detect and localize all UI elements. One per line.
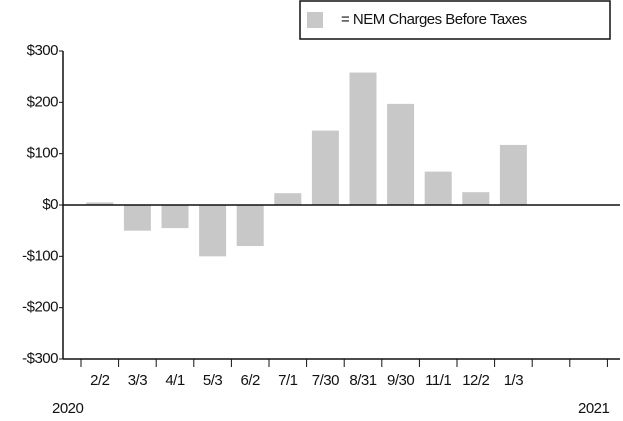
bar [499,144,527,205]
x-tick-label: 12/2 [462,372,489,389]
bar [161,205,189,229]
y-tick-label: $100 [27,145,59,162]
end-year: 2021 [578,400,610,417]
bar [199,205,227,257]
x-tick-label: 1/3 [504,372,524,389]
x-tick-label: 7/1 [278,372,298,389]
y-tick-label: $300 [27,42,59,59]
y-tick-label: -$100 [22,247,58,264]
x-tick-label: 9/30 [387,372,414,389]
start-year: 2020 [52,400,84,417]
bar [424,171,452,205]
bar [123,205,151,231]
legend-label: = NEM Charges Before Taxes [341,11,527,28]
bar [462,192,490,205]
bar [387,103,415,205]
bar [349,72,377,205]
legend-box [299,0,611,40]
bar [274,193,302,205]
x-tick-label: 3/3 [128,372,148,389]
y-tick-label: $0 [42,196,58,213]
x-tick-label: 8/31 [349,372,376,389]
x-tick-label: 4/1 [165,372,185,389]
bar [86,202,114,205]
x-tick-label: 5/3 [203,372,223,389]
y-tick-label: $200 [27,93,59,110]
bar [236,205,264,247]
y-tick-label: -$300 [22,350,58,367]
bar [311,130,339,205]
x-tick-label: 11/1 [425,372,451,389]
x-tick-label: 7/30 [312,372,339,389]
legend-swatch [307,12,323,28]
y-tick-label: -$200 [22,299,58,316]
x-tick-label: 6/2 [241,372,261,389]
x-tick-label: 2/2 [90,372,110,389]
